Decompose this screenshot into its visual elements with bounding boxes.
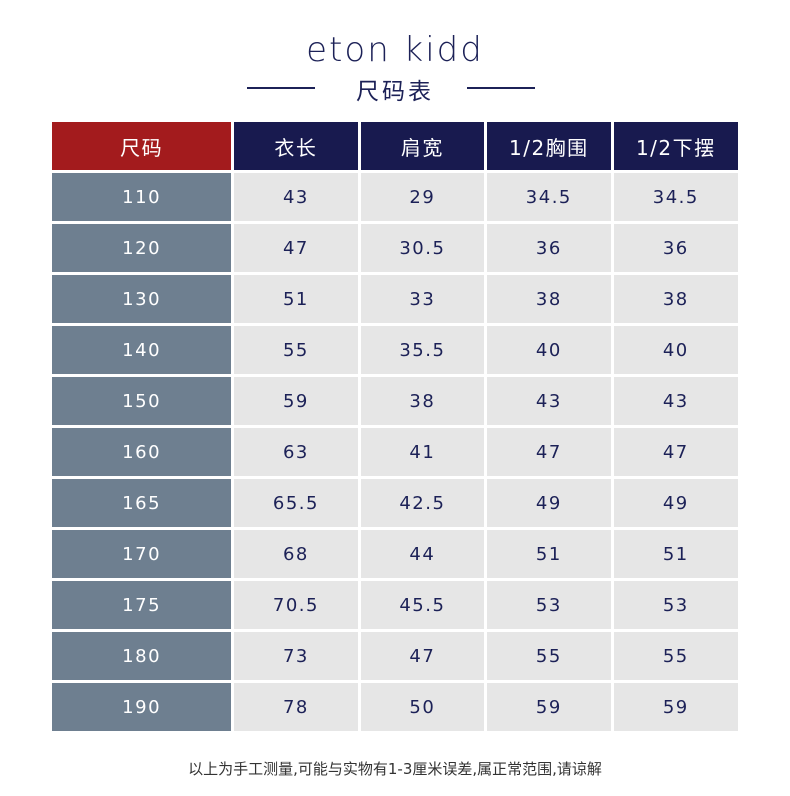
row-half-chest-cell: 49 [487,479,611,527]
size-table: 尺码 衣长 肩宽 1/2胸围 1/2下摆 110 43 29 34.5 34.5 120 4… [52,122,739,734]
row-half-hem-cell: 59 [613,683,739,731]
row-shoulder-cell: 44 [360,530,485,578]
row-shoulder-cell: 33 [360,275,485,323]
row-half-chest-cell: 40 [487,326,611,374]
row-half-chest-cell: 51 [487,530,611,578]
table-row: 165 65.5 42.5 49 49 [52,479,739,527]
row-half-hem-cell: 38 [613,275,739,323]
row-length-cell: 70.5 [234,581,358,629]
row-shoulder-cell: 42.5 [360,479,485,527]
table-row: 110 43 29 34.5 34.5 [52,173,739,221]
row-length-cell: 47 [234,224,358,272]
row-length-cell: 51 [234,275,358,323]
row-size-cell: 130 [52,275,232,323]
row-half-chest-cell: 38 [487,275,611,323]
row-half-hem-cell: 34.5 [613,173,739,221]
header-half-chest: 1/2胸围 [487,122,611,170]
row-half-hem-cell: 53 [613,581,739,629]
row-half-hem-cell: 47 [613,428,739,476]
header-length: 衣长 [234,122,358,170]
row-half-chest-cell: 43 [487,377,611,425]
row-size-cell: 110 [52,173,232,221]
row-length-cell: 65.5 [234,479,358,527]
table-row: 175 70.5 45.5 53 53 [52,581,739,629]
row-shoulder-cell: 30.5 [360,224,485,272]
right-divider [467,87,535,89]
table-header-row: 尺码 衣长 肩宽 1/2胸围 1/2下摆 [52,122,739,170]
row-shoulder-cell: 45.5 [360,581,485,629]
table-row: 170 68 44 51 51 [52,530,739,578]
row-length-cell: 63 [234,428,358,476]
row-size-cell: 180 [52,632,232,680]
row-shoulder-cell: 50 [360,683,485,731]
row-size-cell: 120 [52,224,232,272]
table-row: 140 55 35.5 40 40 [52,326,739,374]
table-row: 130 51 33 38 38 [52,275,739,323]
row-half-hem-cell: 49 [613,479,739,527]
header-half-hem: 1/2下摆 [613,122,739,170]
table-row: 150 59 38 43 43 [52,377,739,425]
page-title: 尺码表 [356,79,434,105]
row-half-hem-cell: 36 [613,224,739,272]
row-length-cell: 43 [234,173,358,221]
row-size-cell: 160 [52,428,232,476]
row-length-cell: 59 [234,377,358,425]
row-shoulder-cell: 35.5 [360,326,485,374]
row-half-chest-cell: 34.5 [487,173,611,221]
subtitle-row: 尺码表 [0,70,790,105]
row-half-chest-cell: 55 [487,632,611,680]
row-half-hem-cell: 43 [613,377,739,425]
left-divider [247,87,315,89]
row-half-hem-cell: 55 [613,632,739,680]
row-shoulder-cell: 38 [360,377,485,425]
table-row: 190 78 50 59 59 [52,683,739,731]
row-size-cell: 150 [52,377,232,425]
row-size-cell: 190 [52,683,232,731]
row-length-cell: 68 [234,530,358,578]
row-half-hem-cell: 51 [613,530,739,578]
row-half-chest-cell: 36 [487,224,611,272]
header-shoulder: 肩宽 [360,122,485,170]
row-size-cell: 165 [52,479,232,527]
row-size-cell: 170 [52,530,232,578]
row-half-chest-cell: 53 [487,581,611,629]
table-row: 160 63 41 47 47 [52,428,739,476]
row-size-cell: 175 [52,581,232,629]
table-row: 120 47 30.5 36 36 [52,224,739,272]
row-shoulder-cell: 29 [360,173,485,221]
row-shoulder-cell: 47 [360,632,485,680]
row-length-cell: 78 [234,683,358,731]
footer-note: 以上为手工测量,可能与实物有1-3厘米误差,属正常范围,请谅解 [188,760,602,778]
table-row: 180 73 47 55 55 [52,632,739,680]
header-size: 尺码 [52,122,232,170]
row-shoulder-cell: 41 [360,428,485,476]
row-half-chest-cell: 47 [487,428,611,476]
row-size-cell: 140 [52,326,232,374]
row-half-chest-cell: 59 [487,683,611,731]
row-half-hem-cell: 40 [613,326,739,374]
row-length-cell: 55 [234,326,358,374]
row-length-cell: 73 [234,632,358,680]
brand-logo: eton kidd [306,30,484,70]
